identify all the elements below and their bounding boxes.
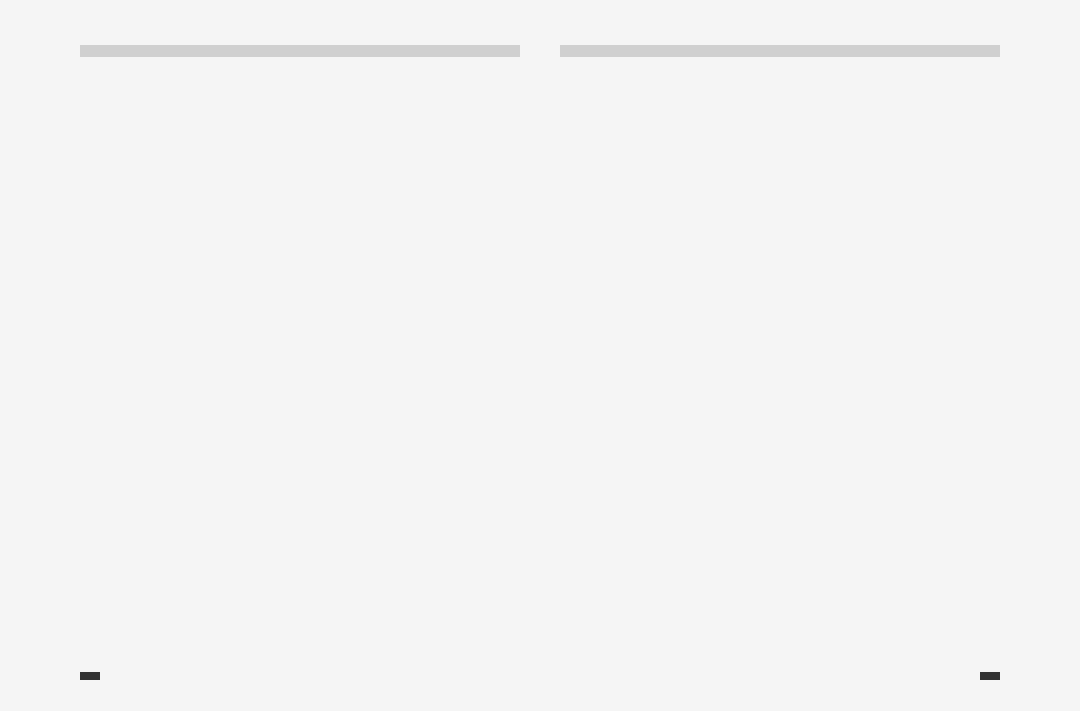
page-number-left — [80, 672, 100, 680]
main-title-bar — [80, 45, 520, 57]
page-number-right — [980, 672, 1000, 680]
heart-rate-chart — [755, 72, 975, 292]
chart-title-bar — [560, 45, 1000, 57]
